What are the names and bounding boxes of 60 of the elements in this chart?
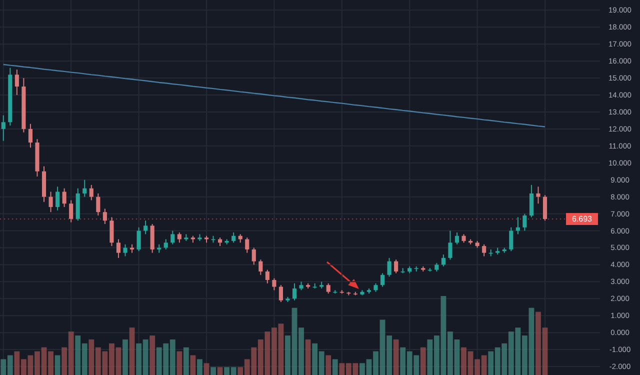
candlestick (292, 282, 297, 301)
bar (129, 328, 135, 375)
candlestick (278, 284, 283, 303)
candlestick (394, 259, 398, 274)
candlestick (48, 191, 53, 213)
bar (176, 351, 182, 375)
ref-line-label: 6.693 (572, 214, 593, 224)
bar (420, 347, 426, 375)
line-series (2, 64, 546, 128)
candlestick (123, 244, 128, 257)
candlestick (441, 254, 446, 267)
candlestick (265, 269, 270, 284)
bar (122, 339, 128, 375)
candlestick (144, 220, 148, 235)
candlestick (454, 232, 460, 245)
candlestick (509, 226, 514, 252)
bar (332, 359, 338, 375)
candlestick (14, 69, 19, 96)
candlestick (482, 244, 486, 257)
candlestick (542, 194, 548, 222)
candlestick (522, 213, 527, 232)
bar (183, 347, 189, 375)
candlestick (82, 179, 87, 198)
candlestick (448, 230, 452, 260)
candlestick (56, 186, 60, 211)
candlestick (516, 216, 520, 235)
candlestick (89, 184, 94, 201)
candlestick (258, 259, 263, 276)
candlestick (380, 272, 385, 288)
candlestick (170, 230, 175, 245)
bar (54, 355, 60, 375)
candlestick (232, 232, 236, 244)
candlestick (116, 238, 121, 258)
bar (150, 336, 156, 375)
bar (190, 355, 196, 375)
bar (210, 367, 216, 375)
candlestick (96, 192, 100, 216)
candlestick (272, 278, 276, 291)
candlestick (529, 184, 534, 218)
candlestick (177, 232, 182, 244)
candlestick (136, 226, 141, 252)
candlestick (245, 237, 250, 254)
candlestick (164, 238, 168, 250)
candlestick (28, 123, 32, 148)
bar (204, 363, 210, 375)
candlestick (110, 216, 114, 247)
bar (305, 339, 311, 375)
candlestick (102, 208, 107, 224)
candlestick (62, 188, 66, 208)
candlestick (1, 114, 6, 142)
bar (217, 367, 223, 375)
candlestick (150, 223, 154, 254)
candlestick (326, 282, 330, 294)
candlestick (252, 247, 256, 266)
bar (393, 339, 399, 375)
candlestick (536, 186, 540, 204)
bar (197, 359, 202, 375)
candlestick (387, 257, 392, 278)
candlestick (69, 200, 74, 223)
bar (326, 355, 332, 375)
